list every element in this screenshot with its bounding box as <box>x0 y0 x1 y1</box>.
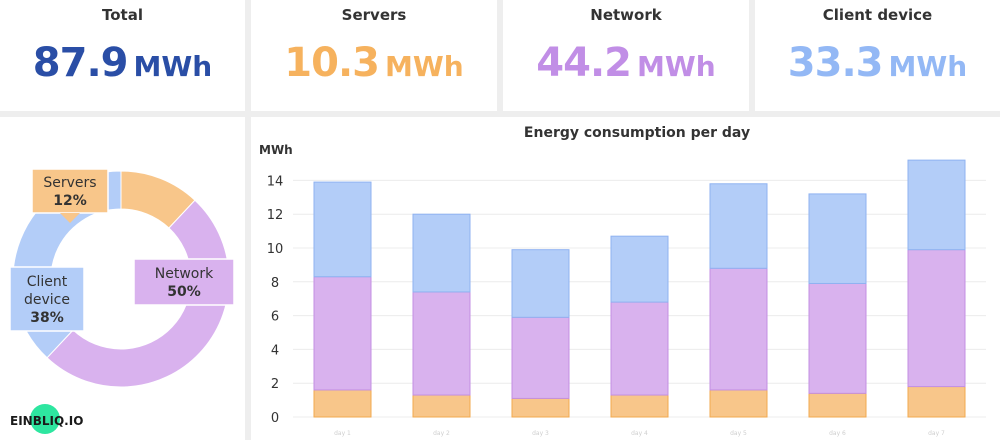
bar-segment-servers[interactable] <box>511 397 570 418</box>
donut-label-percent: 12% <box>53 193 87 209</box>
bar-segment-network[interactable] <box>511 316 570 399</box>
kpi-number: 33.3 <box>787 40 884 86</box>
kpi-value: 87.9 MWh <box>0 40 245 86</box>
kpi-title: Network <box>590 6 662 24</box>
kpi-card-servers: Servers 10.3 MWh <box>251 0 497 111</box>
bar-segment-servers[interactable] <box>907 386 966 418</box>
logo-bubble-icon <box>30 404 60 434</box>
kpi-number: 44.2 <box>536 40 632 86</box>
y-tick-label: 14 <box>267 174 284 189</box>
kpi-unit: MWh <box>385 50 464 83</box>
x-tick-label: day 4 <box>631 430 648 437</box>
bar-segment-network[interactable] <box>808 282 867 394</box>
bar-segment-servers[interactable] <box>610 394 669 418</box>
bar-segment-client-device[interactable] <box>709 183 768 269</box>
y-tick-label: 6 <box>271 310 279 325</box>
kpi-number: 10.3 <box>284 40 380 86</box>
bar-segment-servers[interactable] <box>412 394 471 418</box>
kpi-unit: MWh <box>888 50 968 83</box>
kpi-title: Total <box>102 6 143 24</box>
kpi-value: 44.2 MWh <box>503 40 749 86</box>
y-tick-label: 12 <box>267 208 284 223</box>
y-tick-label: 4 <box>271 343 279 358</box>
bar-chart: Energy consumption per day MWh 0 2 4 6 8 10 12 14… <box>259 125 986 437</box>
kpi-card-network: Network 44.2 MWh <box>503 0 749 111</box>
kpi-card-total: Total 87.9 MWh <box>0 0 245 111</box>
bar-segment-network[interactable] <box>610 301 669 396</box>
donut-label-name: Client <box>27 274 68 290</box>
donut-label-name: Network <box>155 266 214 282</box>
donut-label-percent: 50% <box>167 284 201 300</box>
donut-label-name: Servers <box>43 175 96 191</box>
x-tick-label: day 3 <box>532 430 549 437</box>
bar-segment-client-device[interactable] <box>808 193 867 284</box>
kpi-card-client-device: Client device 33.3 MWh <box>755 0 1000 111</box>
kpi-value: 10.3 MWh <box>251 40 497 86</box>
donut-chart: Servers 12% Network 50% Client device 38% <box>9 168 235 388</box>
bar-segment-network[interactable] <box>412 291 471 396</box>
donut-label-client-device: Client device 38% <box>9 266 85 332</box>
y-tick-label: 8 <box>271 276 279 291</box>
einbliq-logo: EINBLIQ.IO <box>10 404 84 434</box>
bar-segment-client-device[interactable] <box>907 159 966 251</box>
bar-segment-client-device[interactable] <box>511 249 570 318</box>
kpi-title: Client device <box>822 6 933 24</box>
bar-segment-network[interactable] <box>313 276 372 391</box>
x-tick-label: day 5 <box>730 430 747 437</box>
bar-segment-servers[interactable] <box>709 389 768 418</box>
donut-label-network: Network 50% <box>133 258 235 306</box>
bar-segment-network[interactable] <box>709 267 768 391</box>
kpi-title: Servers <box>341 6 407 24</box>
y-tick-label: 10 <box>267 242 284 257</box>
donut-label-percent: 38% <box>30 310 64 326</box>
bar-segment-client-device[interactable] <box>610 235 669 303</box>
kpi-value: 33.3 MWh <box>755 40 1000 86</box>
kpi-unit: MWh <box>133 50 213 83</box>
x-tick-label: day 7 <box>928 430 945 437</box>
donut-label-servers: Servers 12% <box>31 168 109 223</box>
y-tick-label: 0 <box>271 411 279 426</box>
bar-segment-servers[interactable] <box>313 389 372 418</box>
donut-card: Servers 12% Network 50% Client device 38% EINB… <box>0 117 245 440</box>
kpi-number: 87.9 <box>32 40 129 86</box>
x-tick-label: day 1 <box>334 430 351 437</box>
x-tick-label: day 2 <box>433 430 450 437</box>
chart-title: Energy consumption per day <box>524 125 750 141</box>
bar-chart-card: Energy consumption per day MWh 0 2 4 6 8 10 12 14… <box>251 117 1000 440</box>
bar-segment-client-device[interactable] <box>313 181 372 278</box>
bar-segment-network[interactable] <box>907 249 966 388</box>
bar-segment-client-device[interactable] <box>412 213 471 293</box>
bar-segment-servers[interactable] <box>808 392 867 418</box>
x-tick-label: day 6 <box>829 430 846 437</box>
logo-text: EINBLIQ.IO <box>10 414 84 428</box>
donut-label-name: device <box>24 292 70 308</box>
y-axis-label: MWh <box>259 143 293 157</box>
y-tick-label: 2 <box>271 377 279 392</box>
kpi-unit: MWh <box>637 50 716 83</box>
